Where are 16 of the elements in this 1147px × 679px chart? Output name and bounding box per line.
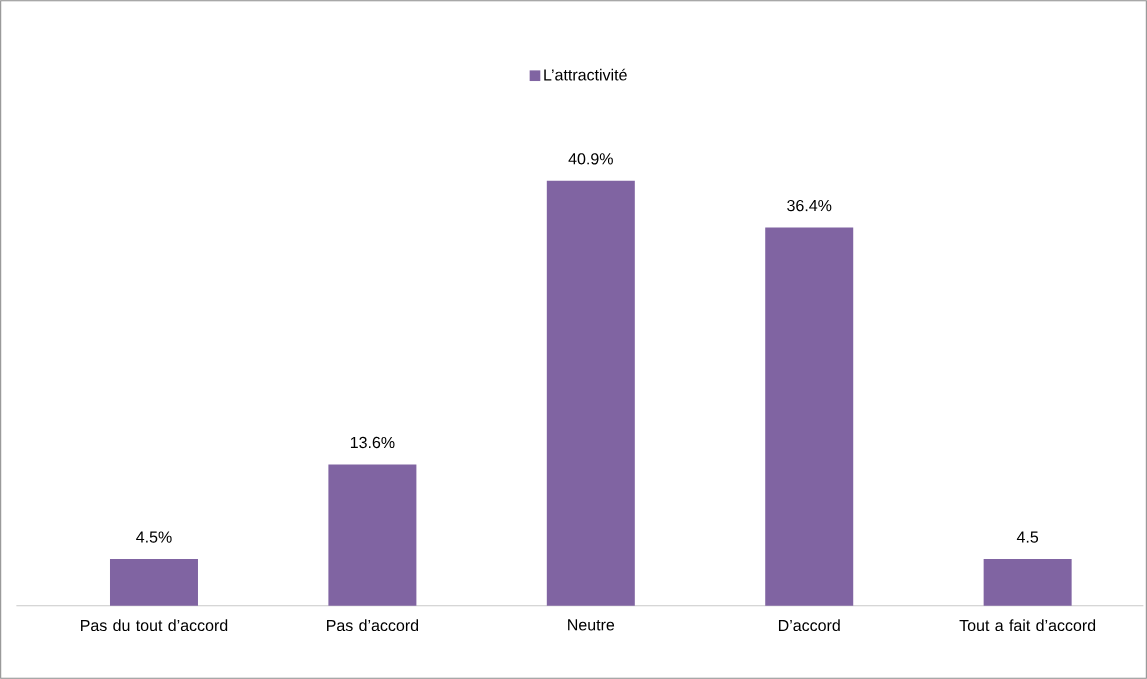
bar [109, 558, 198, 606]
legend-label: L’attractivité [544, 68, 627, 81]
data-label: 4.5 [1016, 531, 1039, 543]
bar [765, 227, 854, 606]
x-tick-label: Pas du tout d’accord [81, 619, 228, 632]
x-tick-label: D’accord [778, 619, 840, 632]
x-tick-label: Tout a fait d’accord [959, 619, 1096, 632]
data-label: 4.5% [136, 531, 172, 543]
x-tick-label: Pas d’accord [327, 619, 419, 632]
bar [546, 180, 635, 606]
data-label: 40.9% [568, 153, 613, 165]
data-label: 36.4% [787, 199, 832, 212]
x-tick-label: Neutre [568, 619, 615, 631]
bar [983, 558, 1072, 606]
bar [328, 464, 417, 606]
data-label: 13.6% [350, 436, 395, 449]
